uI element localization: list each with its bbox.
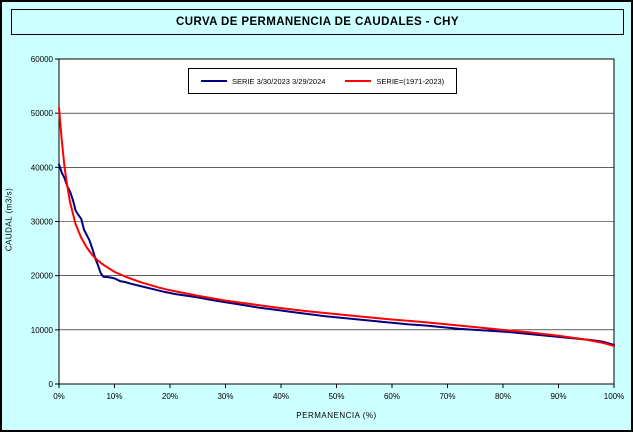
x-tick-label: 30%	[217, 392, 233, 401]
series-line-0	[58, 163, 615, 346]
y-tick-label: 50000	[31, 109, 54, 118]
x-tick-label: 20%	[162, 392, 178, 401]
legend: SERIE 3/30/2023 3/29/2024 SERIE=(1971-20…	[188, 68, 458, 94]
y-tick-label: 0	[49, 380, 54, 389]
x-tick-label: 60%	[384, 392, 400, 401]
y-tick-label: 10000	[31, 326, 54, 335]
x-tick-label: 90%	[550, 392, 566, 401]
chart-title: CURVA DE PERMANENCIA DE CAUDALES - CHY	[176, 16, 459, 28]
x-tick-label: 40%	[273, 392, 289, 401]
series-line-1	[58, 106, 615, 348]
legend-label: SERIE 3/30/2023 3/29/2024	[232, 76, 326, 86]
legend-line-sample-blue	[201, 80, 227, 82]
x-tick-label: 80%	[495, 392, 511, 401]
y-tick-label: 20000	[31, 272, 54, 281]
y-tick-label: 60000	[31, 55, 54, 64]
x-tick-label: 10%	[106, 392, 122, 401]
legend-label: SERIE=(1971-2023)	[376, 76, 445, 86]
x-tick-label: 50%	[328, 392, 344, 401]
legend-line-sample-red	[345, 80, 372, 82]
y-axis-title: CAUDAL (m3/s)	[4, 187, 14, 252]
y-tick-label: 40000	[31, 163, 54, 172]
x-tick-label: 70%	[439, 392, 455, 401]
legend-entry-serie-1971-2023: SERIE=(1971-2023)	[345, 77, 444, 86]
legend-entry-serie-2023-2024: SERIE 3/30/2023 3/29/2024	[201, 77, 325, 86]
y-tick-label: 30000	[31, 218, 54, 227]
x-axis-title: PERMANENCIA (%)	[296, 411, 377, 420]
x-tick-label: 100%	[604, 392, 624, 401]
x-tick-label: 0%	[53, 392, 65, 401]
chart-title-box: CURVA DE PERMANENCIA DE CAUDALES - CHY	[11, 9, 624, 35]
